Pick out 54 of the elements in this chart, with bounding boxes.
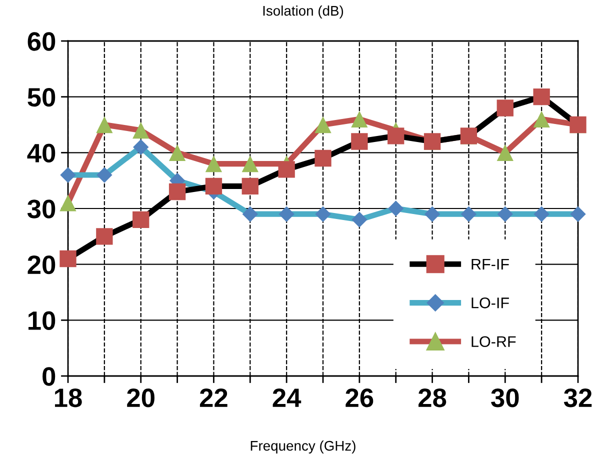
- y-tick-label: 10: [28, 311, 56, 330]
- x-tick-label: 20: [127, 388, 154, 408]
- point: [60, 194, 76, 212]
- y-tick-label: 50: [28, 88, 56, 107]
- point: [496, 144, 514, 161]
- point: [242, 156, 258, 172]
- point: [314, 150, 332, 167]
- point: [570, 206, 586, 222]
- point: [168, 144, 186, 161]
- y-tick-label: 0: [42, 367, 56, 386]
- x-tick-label: 24: [272, 388, 302, 407]
- point: [96, 116, 113, 134]
- point: [278, 161, 295, 178]
- point: [132, 211, 150, 228]
- x-tick-label: 28: [418, 388, 446, 408]
- legend-label: RF-IF: [472, 258, 509, 270]
- point: [278, 206, 294, 222]
- point: [132, 122, 150, 139]
- point: [96, 228, 113, 245]
- y-tick-label: 30: [27, 200, 56, 218]
- x-tick-label: 26: [346, 388, 374, 408]
- x-axis-title: Frequency (GHz): [250, 440, 356, 454]
- x-tick-label: 22: [200, 388, 228, 407]
- x-tick-label: 18: [54, 388, 82, 408]
- x-tick-label: 30: [491, 388, 519, 408]
- point: [133, 139, 149, 155]
- x-tick-label: 32: [564, 388, 592, 408]
- point: [60, 250, 76, 268]
- point: [533, 88, 550, 106]
- point: [424, 206, 440, 222]
- point: [460, 206, 477, 222]
- point: [242, 206, 258, 222]
- legend-label: LO-IF: [472, 298, 509, 308]
- point: [497, 206, 513, 222]
- point: [351, 110, 368, 128]
- point: [242, 178, 258, 194]
- legend-label: LO-RF: [472, 336, 516, 348]
- point: [352, 212, 368, 228]
- y-tick-label: 20: [28, 255, 56, 274]
- y-tick-label: 40: [27, 144, 56, 162]
- point: [314, 116, 332, 134]
- point: [496, 100, 514, 116]
- point: [60, 167, 76, 183]
- point: [534, 206, 550, 222]
- point: [315, 206, 331, 222]
- point: [388, 200, 404, 216]
- point: [205, 156, 222, 172]
- point: [96, 167, 112, 183]
- point: [205, 178, 222, 194]
- point: [533, 110, 550, 128]
- y-tick-label: 60: [28, 32, 56, 51]
- point: [351, 133, 368, 150]
- chart-title: Isolation (dB): [263, 6, 344, 18]
- point: [168, 183, 186, 200]
